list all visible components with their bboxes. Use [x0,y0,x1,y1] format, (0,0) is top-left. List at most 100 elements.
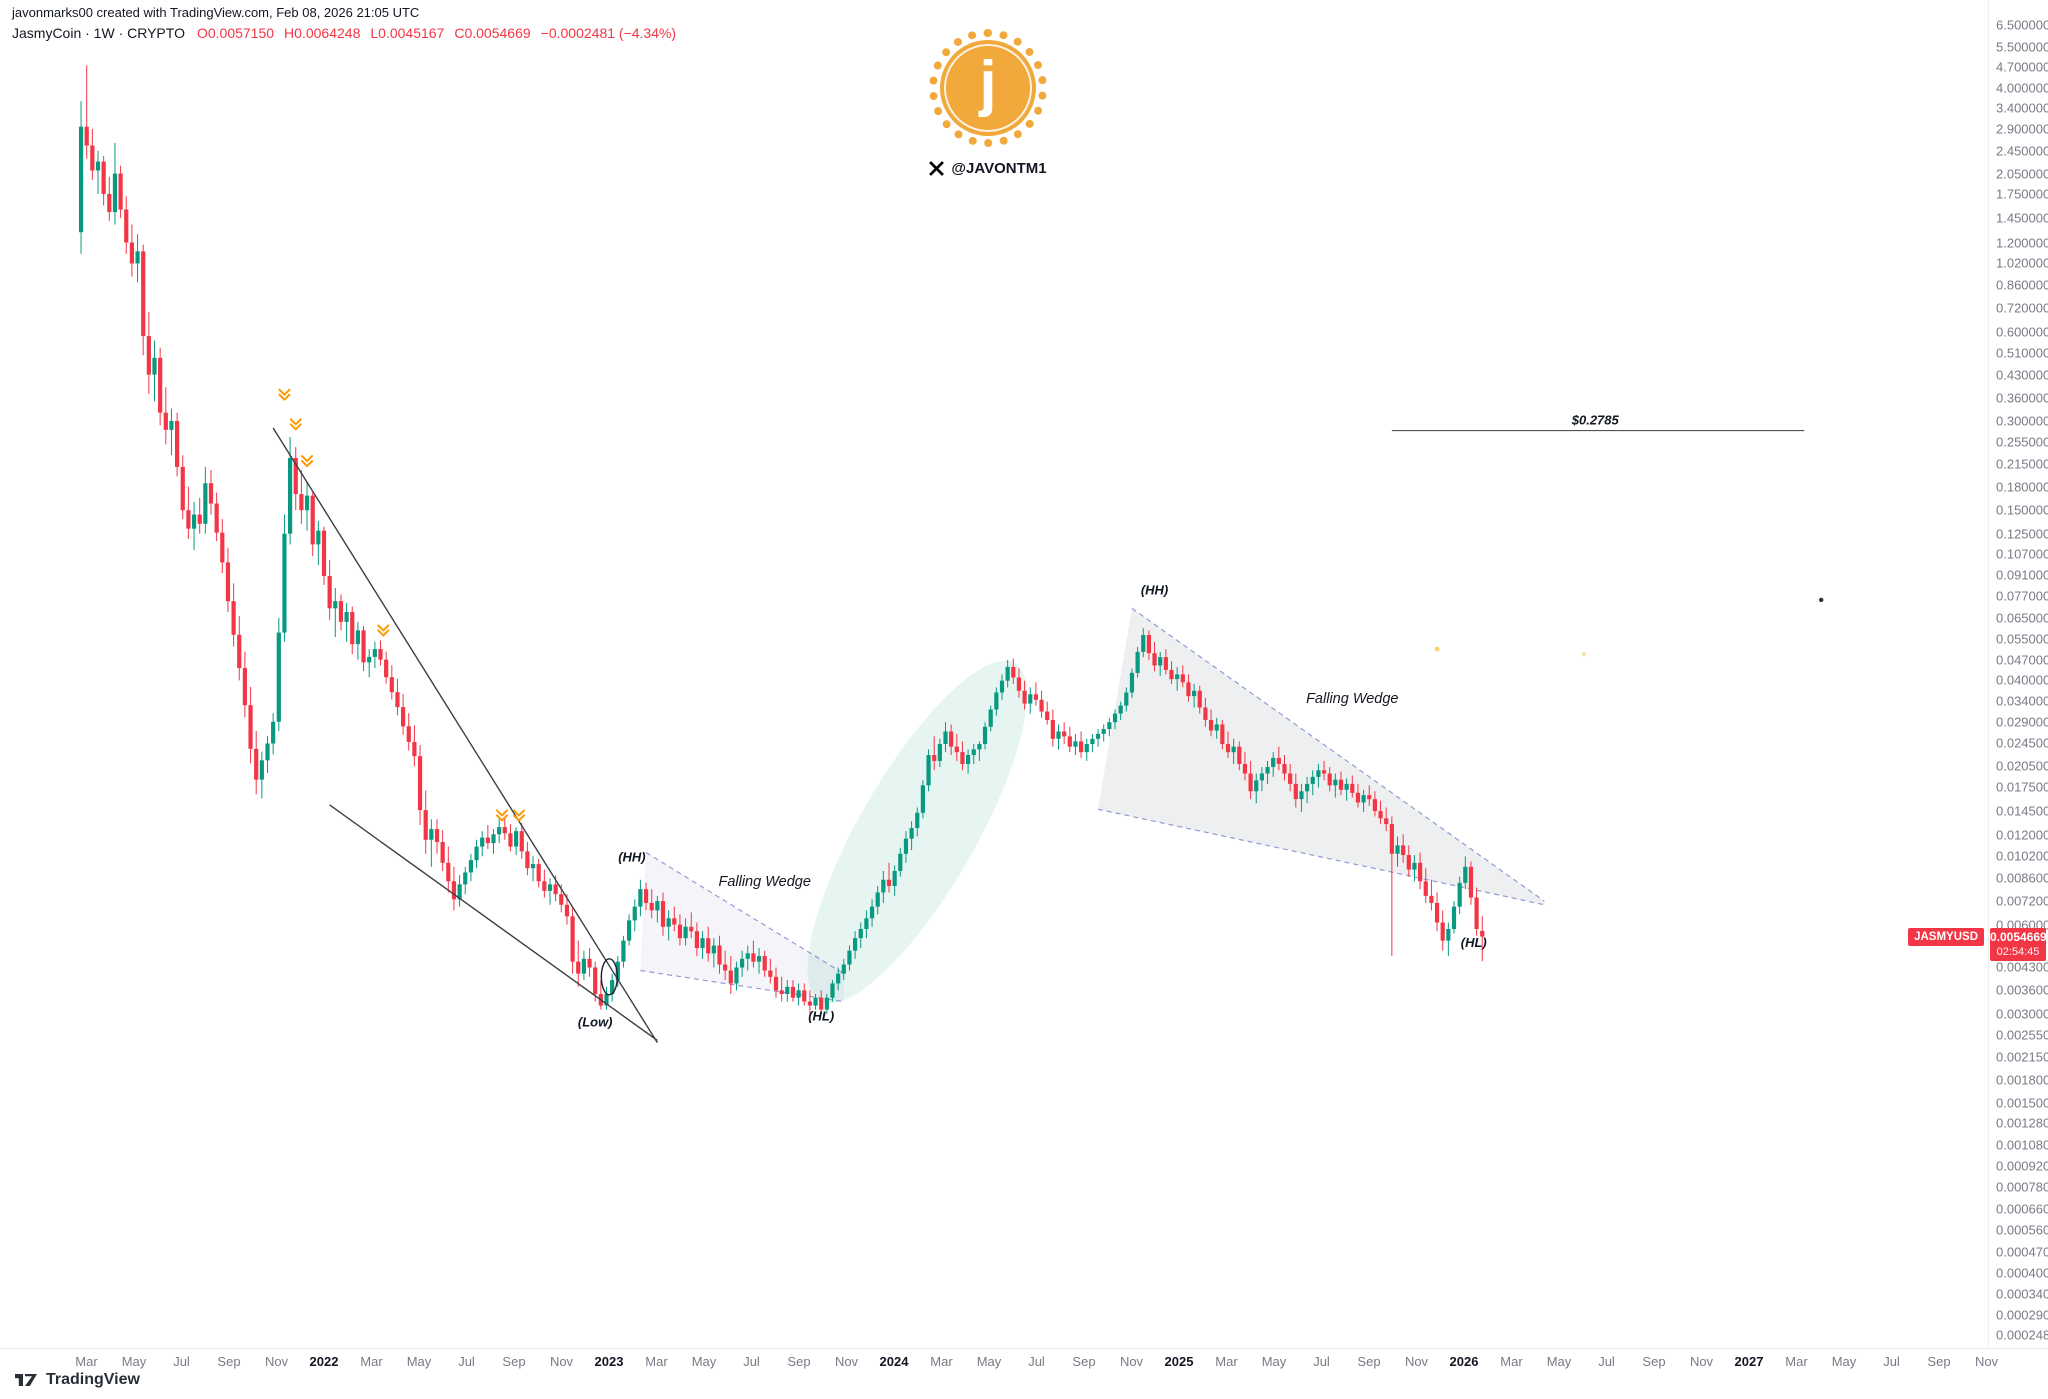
candle-body [118,173,123,210]
candle-body [152,357,157,375]
candle-body [1192,690,1197,697]
candle-body [858,928,863,939]
candle-body [926,755,931,786]
candle-body [480,837,485,847]
candle [344,602,349,642]
swing-label[interactable]: (HL) [1461,935,1487,950]
candle [1305,776,1310,804]
breakout-circle-marker[interactable] [600,958,619,996]
time-axis[interactable]: Mar May Jul Sep Nov 2022 Mar May Jul Sep Nov 2023 Ma… [0,1348,2048,1375]
candle [1451,901,1457,934]
candle [395,678,400,716]
candle [841,958,846,981]
time-axis-month-label: Nov [1119,1354,1144,1369]
arrow-down-marker[interactable] [512,809,525,822]
falling-wedge-2023-line[interactable] [645,852,845,975]
candle-body [1418,862,1423,882]
candle-body [1197,690,1202,708]
candle [254,730,259,795]
candle [163,387,168,445]
arrow-down-marker[interactable] [495,809,508,822]
candle [203,466,208,534]
falling-wedge-2025-line[interactable] [1131,607,1545,902]
pattern-label[interactable]: Falling Wedge [718,874,810,890]
candle-body [728,970,733,984]
candle-body [372,649,377,657]
candle [321,526,327,585]
candle-body [1242,763,1248,774]
candle-body [525,851,530,869]
candle-body [1141,635,1146,652]
candle-body [1028,694,1033,704]
arrow-down-marker[interactable] [289,418,302,431]
candle-body [610,980,615,994]
candle-body [802,990,807,1002]
trendline[interactable] [329,804,658,1042]
candle-body [553,884,558,895]
candle-body [1474,897,1479,929]
arrow-down-marker[interactable] [301,455,314,468]
swing-label[interactable]: (HH) [1141,582,1168,597]
price-axis[interactable]: 6.5000000 5.5000000 4.7000000 4.0000000 3.40… [1988,0,2048,1372]
pattern-label[interactable]: Falling Wedge [1306,691,1398,707]
candle [310,492,315,557]
candle [1169,661,1174,684]
candle-body [711,945,716,954]
candle [836,967,841,991]
arrow-down-marker[interactable] [278,388,291,401]
tradingview-logo[interactable]: TradingView [14,1371,140,1389]
candle-body [903,838,909,854]
candle-body [920,785,925,813]
candle-body [1293,783,1298,800]
candle [265,735,270,773]
time-axis-month-label: Jul [1313,1354,1330,1369]
falling-wedge-2023-fill[interactable] [640,852,844,1002]
falling-wedge-2025-fill[interactable] [1098,608,1545,905]
time-axis-month-label: May [121,1354,147,1369]
candle-body [1237,746,1242,764]
candle [649,889,654,919]
candle [429,819,434,867]
tradingview-icon [15,1374,37,1386]
candle-body [898,853,903,871]
candle-body [734,967,739,984]
twitter-handle: @JAVONTM1 [888,160,1088,177]
candle-body [994,692,999,710]
candle [525,841,530,876]
candle-body [1446,928,1451,941]
candle-body [395,692,400,708]
candle [389,665,394,700]
candle-body [1045,711,1050,721]
candle-body [1225,744,1231,753]
candle [1401,834,1406,863]
swing-label[interactable]: (Low) [578,1014,613,1029]
candle-body [389,677,394,693]
trendline[interactable] [272,427,658,1043]
symbol-title[interactable]: JasmyCoin · 1W · CRYPTO [12,25,185,41]
candle [214,492,219,542]
swing-label[interactable]: (HH) [618,849,645,864]
candle-body [570,916,575,962]
candle-body [508,833,513,847]
candle [1446,922,1451,957]
candle [446,846,451,893]
candle [401,693,406,735]
swing-label[interactable]: (HL) [808,1008,834,1023]
candle [1073,733,1078,756]
arrow-down-marker[interactable] [377,624,390,637]
candle-body [304,495,310,511]
candle-body [1468,866,1474,898]
candle-body [1423,881,1428,896]
price-tick-label: 3.4000000 [1996,100,2048,116]
candle [186,486,191,539]
candle-body [581,958,586,974]
